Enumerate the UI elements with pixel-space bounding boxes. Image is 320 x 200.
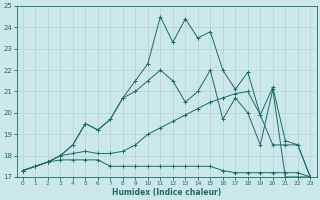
X-axis label: Humidex (Indice chaleur): Humidex (Indice chaleur)	[112, 188, 221, 197]
